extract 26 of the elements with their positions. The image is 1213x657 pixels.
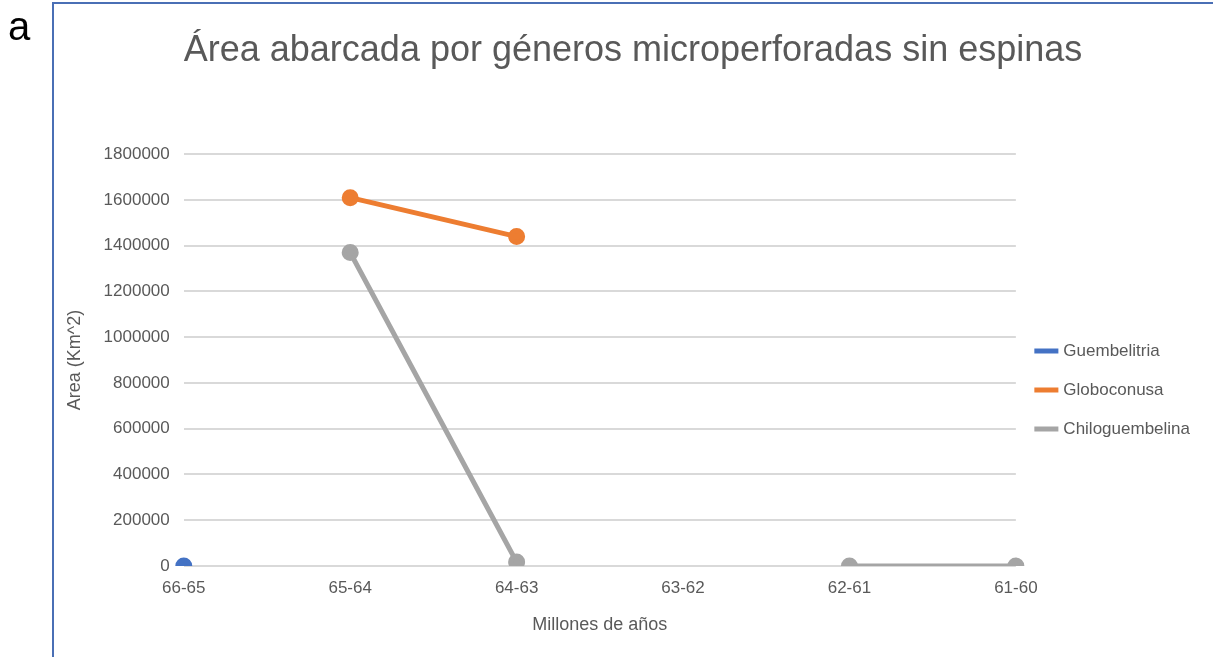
y-tick-label: 400000 bbox=[113, 464, 170, 484]
x-tick-label: 61-60 bbox=[994, 577, 1038, 597]
y-tick-label: 1200000 bbox=[103, 281, 170, 301]
legend-label: Guembelitria bbox=[1063, 340, 1161, 360]
x-tick-label: 62-61 bbox=[827, 577, 872, 597]
point bbox=[341, 244, 359, 262]
point bbox=[508, 228, 526, 246]
x-tick-label: 63-62 bbox=[661, 577, 705, 597]
y-tick-label: 0 bbox=[160, 555, 170, 575]
y-tick-label: 800000 bbox=[113, 372, 170, 392]
x-tick-label: 66-65 bbox=[162, 577, 206, 597]
legend-label: Chiloguembelina bbox=[1063, 418, 1191, 438]
point bbox=[341, 189, 359, 207]
y-tick-label: 1400000 bbox=[103, 235, 170, 255]
x-tick-label: 65-64 bbox=[328, 577, 372, 597]
x-tick-label: 64-63 bbox=[494, 577, 539, 597]
y-axis-title: Area (Km^2) bbox=[63, 309, 84, 411]
y-tick-label: 1800000 bbox=[103, 143, 170, 163]
y-tick-label: 600000 bbox=[113, 418, 170, 438]
chart-title: Área abarcada por géneros microperforadas sin espinas bbox=[183, 27, 1083, 71]
y-tick-label: 1000000 bbox=[103, 326, 170, 346]
y-tick-label: 200000 bbox=[113, 509, 170, 529]
legend-label: Globoconusa bbox=[1063, 379, 1165, 399]
x-axis-title: Millones de años bbox=[532, 614, 668, 635]
text: a bbox=[8, 3, 31, 50]
y-tick-label: 1600000 bbox=[103, 189, 170, 209]
